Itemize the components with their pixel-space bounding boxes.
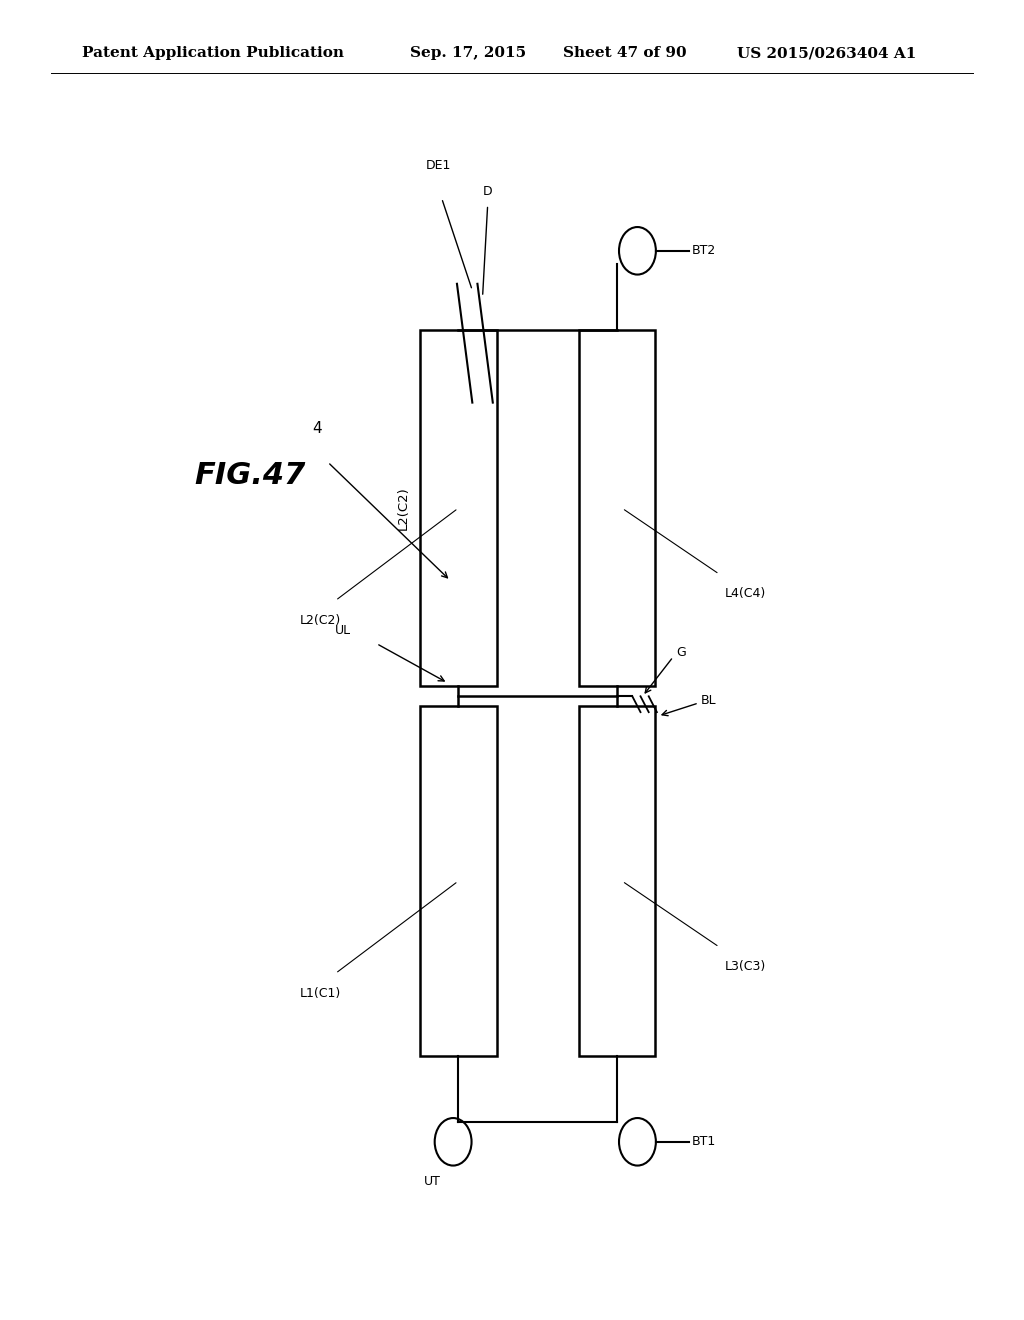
Text: FIG.47: FIG.47 bbox=[195, 461, 306, 490]
FancyBboxPatch shape bbox=[420, 706, 497, 1056]
Text: Sep. 17, 2015: Sep. 17, 2015 bbox=[410, 46, 525, 61]
Text: L3(C3): L3(C3) bbox=[724, 961, 766, 973]
Text: BT1: BT1 bbox=[691, 1135, 716, 1148]
Text: G: G bbox=[676, 647, 686, 659]
Text: Sheet 47 of 90: Sheet 47 of 90 bbox=[563, 46, 687, 61]
FancyBboxPatch shape bbox=[579, 330, 655, 686]
Text: US 2015/0263404 A1: US 2015/0263404 A1 bbox=[737, 46, 916, 61]
Text: Patent Application Publication: Patent Application Publication bbox=[82, 46, 344, 61]
Text: UL: UL bbox=[335, 624, 351, 636]
FancyBboxPatch shape bbox=[579, 706, 655, 1056]
FancyBboxPatch shape bbox=[420, 330, 497, 686]
Text: L2(C2): L2(C2) bbox=[396, 486, 410, 531]
Text: L4(C4): L4(C4) bbox=[724, 587, 766, 601]
Text: 4: 4 bbox=[312, 421, 323, 436]
Text: BT2: BT2 bbox=[691, 244, 716, 257]
Text: L2(C2): L2(C2) bbox=[299, 614, 341, 627]
Text: UT: UT bbox=[424, 1175, 441, 1188]
Text: D: D bbox=[482, 185, 493, 198]
Text: DE1: DE1 bbox=[426, 158, 452, 172]
Text: BL: BL bbox=[700, 694, 717, 706]
Circle shape bbox=[618, 227, 655, 275]
Text: L1(C1): L1(C1) bbox=[299, 987, 341, 999]
Circle shape bbox=[618, 1118, 655, 1166]
Circle shape bbox=[434, 1118, 471, 1166]
